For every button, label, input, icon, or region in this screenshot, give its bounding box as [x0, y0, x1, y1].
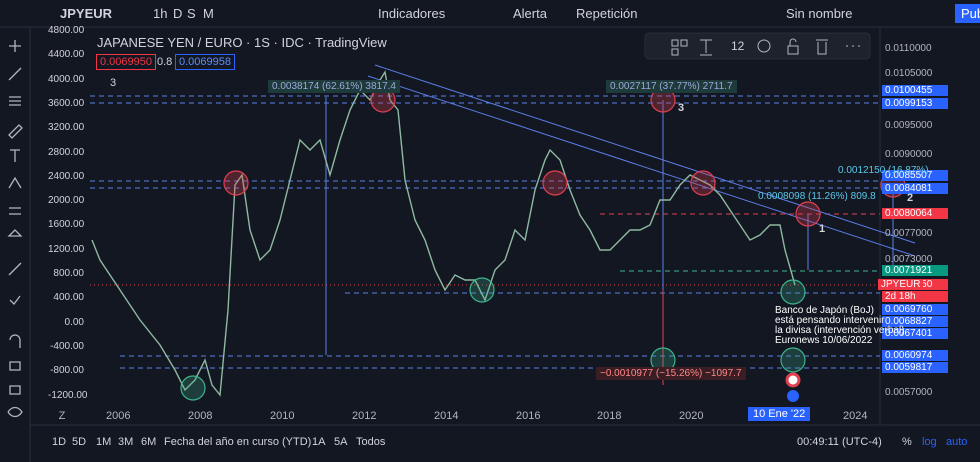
left-axis-label: 4800.00 — [48, 25, 85, 36]
auto-toggle[interactable]: auto — [946, 436, 968, 448]
interval-button[interactable]: M — [203, 6, 214, 21]
range-button[interactable]: 6M — [141, 436, 157, 448]
marker: 2 — [907, 192, 914, 204]
time-axis-label: 2020 — [679, 410, 704, 422]
chart-title: JAPANESE YEN / EURO · 1S · IDC · Trading… — [97, 35, 387, 50]
replay-button[interactable]: Repetición — [576, 6, 638, 21]
left-axis-label: 1600.00 — [48, 219, 85, 231]
price-line — [91, 70, 796, 397]
right-axis-label: 0.0100455 — [882, 85, 948, 96]
right-axis-label: 0.0057000 — [885, 387, 933, 398]
range-button[interactable]: Todos — [356, 436, 386, 448]
time-axis-label: 2008 — [188, 410, 213, 422]
time-axis-label: 2016 — [516, 410, 541, 422]
spread: 0.8 — [157, 56, 173, 68]
range-button[interactable]: 1A — [312, 436, 326, 448]
publish-button[interactable]: Pub — [955, 4, 980, 23]
ask-price: 0.0069958 — [175, 54, 235, 70]
indicator-count: 3 — [110, 77, 117, 89]
right-axis-label: 0.0068827 — [882, 316, 948, 327]
range-button[interactable]: 1D — [52, 436, 67, 448]
font-size[interactable]: 12 — [731, 39, 745, 53]
top-bar — [0, 0, 980, 27]
left-axis-label: 4400.00 — [48, 49, 85, 61]
alert-button[interactable]: Alerta — [513, 6, 547, 21]
right-axis-label: 0.0071921 — [882, 265, 948, 276]
right-axis-label: 0.0095000 — [885, 120, 933, 131]
right-axis-label: 0.0105000 — [885, 68, 933, 79]
range-button[interactable]: 5D — [72, 436, 87, 448]
left-axis-label: 3600.00 — [48, 97, 85, 109]
interval-button[interactable]: D — [173, 6, 183, 21]
left-axis-label: 2800.00 — [48, 146, 85, 158]
symbol-button[interactable]: JPYEUR — [60, 6, 113, 21]
left-axis-label: 400.00 — [53, 292, 84, 304]
right-axis-label: 0.0080064 — [882, 208, 948, 219]
left-axis-label: -800.00 — [50, 365, 84, 377]
right-axis-label: 0.0085507 — [882, 170, 948, 181]
time-axis-label: 2018 — [597, 410, 622, 422]
left-axis-label: 3200.00 — [48, 122, 85, 134]
right-axis-label: 0.0077000 — [885, 228, 933, 239]
time-axis-label: Z — [58, 410, 66, 422]
measure-label: 0.0008098 (11.26%) 809.8 — [758, 191, 876, 202]
measure-label: 0.0038174 (62.61%) 3817.4 — [268, 80, 400, 93]
time-axis-label: 2006 — [106, 410, 131, 422]
measure-label: 0.0027117 (37.77%) 2711.7 — [606, 80, 737, 93]
measure-label: −0.0010977 (−15.26%) −1097.7 — [596, 367, 746, 380]
news-note: la divisa (intervención verbal). — [775, 325, 908, 336]
range-button[interactable]: 3M — [118, 436, 134, 448]
time-axis-label: 2012 — [352, 410, 377, 422]
right-axis-label: 0.0069760 — [882, 304, 948, 315]
marker: 3 — [678, 102, 685, 114]
time-axis-label: 2014 — [434, 410, 459, 422]
range-button[interactable]: 5A — [334, 436, 348, 448]
range-button[interactable]: 1M — [96, 436, 112, 448]
time-axis-label: 2010 — [270, 410, 295, 422]
right-axis-label: 0.0084081 — [882, 183, 948, 194]
left-axis-label: -1200.00 — [48, 389, 88, 401]
drawing-tools[interactable] — [671, 38, 860, 56]
right-axis-label: 0.0059817 — [882, 362, 948, 373]
circles — [180, 87, 906, 402]
left-axis-label: 2400.00 — [48, 170, 85, 182]
right-axis-label: 0.0090000 — [885, 149, 933, 160]
range-button[interactable]: Fecha del año en curso (YTD) — [164, 436, 312, 448]
interval-button[interactable]: 1h — [153, 6, 168, 21]
indicators-button[interactable]: Indicadores — [378, 6, 446, 21]
right-axis-label: 0.0099153 — [882, 98, 948, 109]
layout-name[interactable]: Sin nombre — [786, 6, 853, 21]
right-axis-label: 0.0060974 — [882, 350, 948, 361]
left-axis-label: 800.00 — [53, 268, 84, 279]
levels — [90, 64, 916, 385]
right-axis-label: 2d 18h — [882, 291, 948, 302]
left-axis-label: 4000.00 — [48, 73, 85, 85]
clock: 00:49:11 (UTC-4) — [797, 436, 882, 448]
tool-icons[interactable] — [7, 40, 23, 418]
right-axis-label: 0.0073000 — [885, 254, 933, 265]
left-axis-label: 0.00 — [64, 316, 84, 328]
news-note: está pensando intervenir — [775, 315, 885, 326]
right-axis-label: 0.0067401 — [882, 328, 948, 339]
right-axis-label: 0.0110000 — [885, 43, 932, 54]
measure-label: 0.0012150 (16.87%) — [838, 165, 929, 176]
marker: 1 — [819, 223, 826, 235]
news-note: Euronews 10/06/2022 — [775, 335, 873, 346]
time-cursor: 10 Ene '22 — [748, 407, 811, 421]
left-axis-label: 1200.00 — [48, 243, 85, 255]
left-axis-label: 2000.00 — [48, 195, 85, 207]
news-note: Banco de Japón (BoJ) — [775, 305, 874, 316]
log-toggle[interactable]: log — [922, 436, 937, 448]
symbol-tag: JPYEUR — [878, 279, 924, 290]
interval-button[interactable]: S — [187, 6, 196, 21]
left-axis-label: -400.00 — [50, 340, 84, 352]
percent-toggle[interactable]: % — [902, 436, 912, 448]
time-axis-label: 2024 — [843, 410, 868, 422]
bid-price: 0.0069950 — [96, 54, 156, 70]
